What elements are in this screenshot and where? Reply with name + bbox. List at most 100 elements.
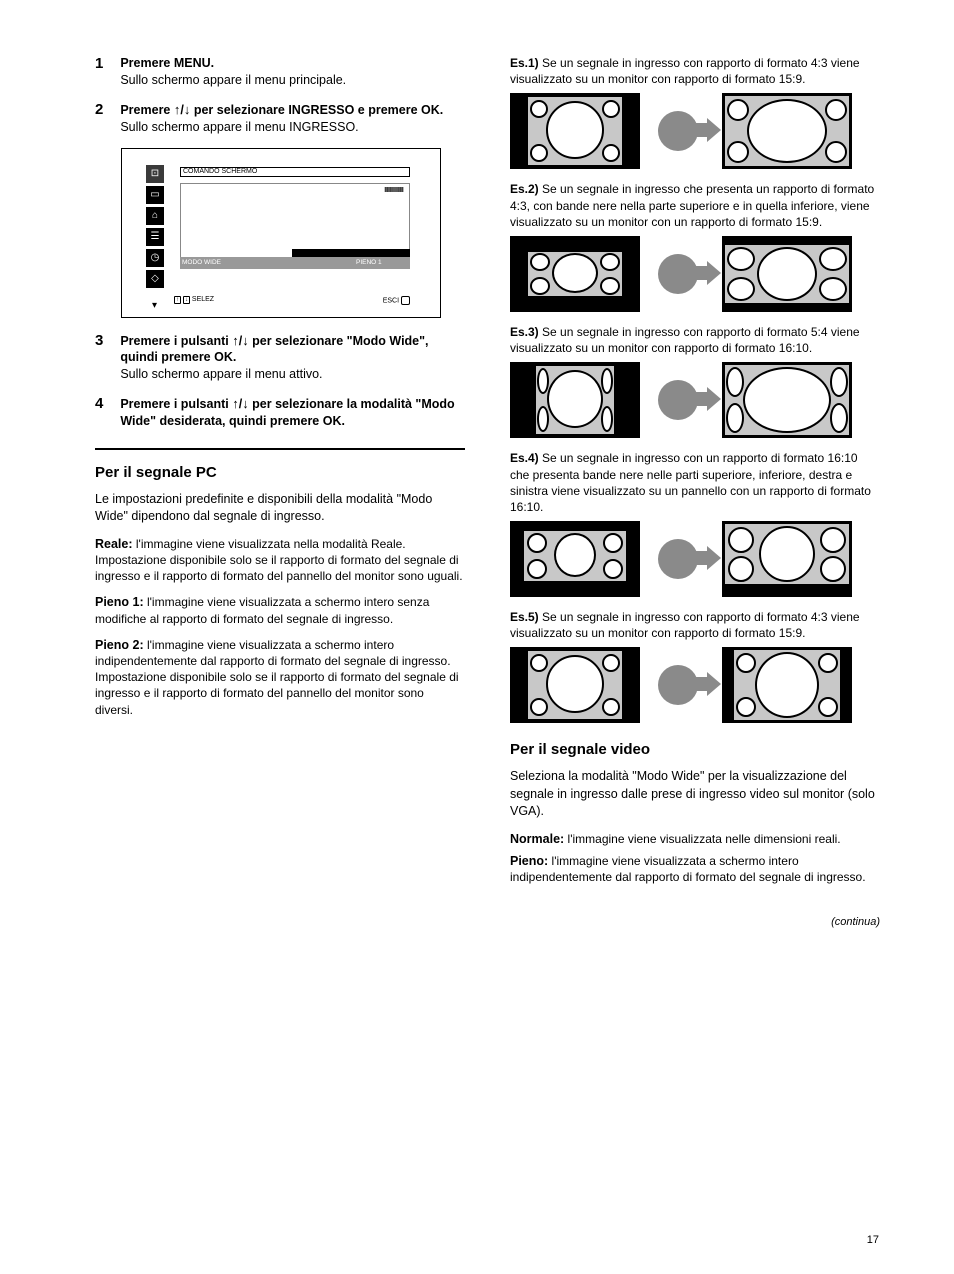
osd-row-label: MODO WIDE <box>182 259 221 266</box>
option-label: Pieno: <box>510 854 548 868</box>
osd-picture-icon: ⊡ <box>146 165 164 183</box>
tv-inner <box>536 366 614 434</box>
step-text: Premere ↑/↓ per selezionare INGRESSO e p… <box>120 101 460 136</box>
example-3-diagram <box>510 362 840 438</box>
body-paragraph: Seleziona la modalità "Modo Wide" per la… <box>510 768 880 821</box>
osd-menu-illustration: ⊡ ▭ ⌂ ☰ ◷ ◇ ▾ COMANDO SCHERMO IIIIIIIIII… <box>121 148 441 318</box>
osd-screen-icon: ⌂ <box>146 207 164 225</box>
up-arrow-icon: ↑ <box>232 396 239 411</box>
corner-circle <box>530 253 550 271</box>
step-text: Premere MENU. Sullo schermo appare il me… <box>120 55 460 89</box>
corner-circle <box>819 247 847 271</box>
tv-inner <box>528 651 622 719</box>
corner-circle <box>727 247 755 271</box>
corner-circle <box>727 99 749 121</box>
transform-orb <box>658 254 698 294</box>
corner-circle <box>825 99 847 121</box>
corner-circle <box>602 654 620 672</box>
corner-circle <box>818 653 838 673</box>
example-label: Es.1) <box>510 56 542 70</box>
example-4-text: Es.4) Se un segnale in ingresso con un r… <box>510 450 880 515</box>
step-2: 2 Premere ↑/↓ per selezionare INGRESSO e… <box>95 101 465 136</box>
corner-circle <box>820 556 846 582</box>
option-label: Reale: <box>95 537 133 551</box>
corner-circle <box>603 559 623 579</box>
black-band-top <box>725 239 849 245</box>
up-arrow-icon: ↑ <box>232 333 239 348</box>
down-arrow-icon: ↓ <box>242 396 249 411</box>
option-reale: Reale: l'immagine viene visualizzata nel… <box>95 536 465 585</box>
osd-bottom-bar: ↑ ↓ SELEZ ESCI <box>174 296 410 305</box>
corner-ellipse <box>601 406 613 432</box>
corner-circle <box>602 144 620 162</box>
corner-circle <box>530 100 548 118</box>
tv-before <box>510 362 640 438</box>
step-sub: Sullo schermo appare il menu attivo. <box>120 367 322 381</box>
example-body: Se un segnale in ingresso con rapporto d… <box>510 56 860 86</box>
step-4: 4 Premere i pulsanti ↑/↓ per selezionare… <box>95 395 465 430</box>
osd-row-value: PIENO 1 <box>356 259 382 266</box>
corner-ellipse <box>537 406 549 432</box>
corner-circle <box>527 559 547 579</box>
osd-select-hint: ↑ ↓ SELEZ <box>174 296 214 305</box>
step-number: 1 <box>95 55 117 72</box>
down-arrow-icon: ↓ <box>184 102 191 117</box>
option-label: Pieno 2: <box>95 638 144 652</box>
step-bold-a: Premere i pulsanti <box>120 334 232 348</box>
step-text: Premere i pulsanti ↑/↓ per selezionare "… <box>120 332 460 384</box>
corner-circle <box>818 697 838 717</box>
osd-select-label: SELEZ <box>192 296 214 303</box>
tv-inner <box>528 252 622 296</box>
pc-signal-heading: Per il segnale PC <box>95 464 465 481</box>
black-band-bottom <box>725 584 849 594</box>
example-body: Se un segnale in ingresso che presenta u… <box>510 182 874 228</box>
osd-exit-label: ESCI <box>383 297 399 304</box>
corner-circle <box>530 654 548 672</box>
left-column: 1 Premere MENU. Sullo schermo appare il … <box>95 55 465 718</box>
main-circle <box>547 370 603 428</box>
option-desc: l'immagine viene visualizzata a schermo … <box>95 595 429 625</box>
corner-circle <box>602 100 620 118</box>
corner-circle <box>603 533 623 553</box>
tv-before <box>510 236 640 312</box>
osd-sidebar: ⊡ ▭ ⌂ ☰ ◷ ◇ <box>146 165 168 291</box>
corner-ellipse <box>726 403 744 433</box>
step-sub: Sullo schermo appare il menu principale. <box>120 73 346 87</box>
example-5-diagram <box>510 647 840 723</box>
tv-inner <box>528 97 622 165</box>
main-circle <box>554 533 596 577</box>
option-desc: l'immagine viene visualizzata nelle dime… <box>568 832 841 846</box>
example-label: Es.5) <box>510 610 542 624</box>
step-sub: Sullo schermo appare il menu INGRESSO. <box>120 120 358 134</box>
transform-orb <box>658 380 698 420</box>
example-body: Se un segnale in ingresso con rapporto d… <box>510 610 860 640</box>
osd-input-icon: ▭ <box>146 186 164 204</box>
osd-option-icon: ☰ <box>146 228 164 246</box>
corner-circle <box>727 141 749 163</box>
osd-value-highlight <box>292 249 410 257</box>
option-normale: Normale: l'immagine viene visualizzata n… <box>510 831 880 847</box>
step-bold-a: Premere <box>120 103 174 117</box>
option-desc: l'immagine viene visualizzata a schermo … <box>95 638 459 717</box>
corner-circle <box>602 698 620 716</box>
black-band-left <box>725 650 734 720</box>
up-arrow-icon: ↑ <box>174 102 181 117</box>
corner-circle <box>530 144 548 162</box>
example-body: Se un segnale in ingresso con un rapport… <box>510 451 871 514</box>
corner-circle <box>825 141 847 163</box>
main-ellipse <box>747 99 827 163</box>
step-bold-b: per selezionare INGRESSO e premere OK. <box>194 103 443 117</box>
main-ellipse <box>743 367 831 433</box>
corner-circle <box>736 653 756 673</box>
corner-circle <box>727 277 755 301</box>
main-circle <box>757 247 817 301</box>
divider <box>95 448 465 450</box>
corner-ellipse <box>830 403 848 433</box>
example-2-text: Es.2) Se un segnale in ingresso che pres… <box>510 181 880 230</box>
osd-reset-icon: ◇ <box>146 270 164 288</box>
example-label: Es.4) <box>510 451 542 465</box>
transform-orb <box>658 539 698 579</box>
step-number: 2 <box>95 101 117 118</box>
transform-orb <box>658 111 698 151</box>
transform-orb <box>658 665 698 705</box>
